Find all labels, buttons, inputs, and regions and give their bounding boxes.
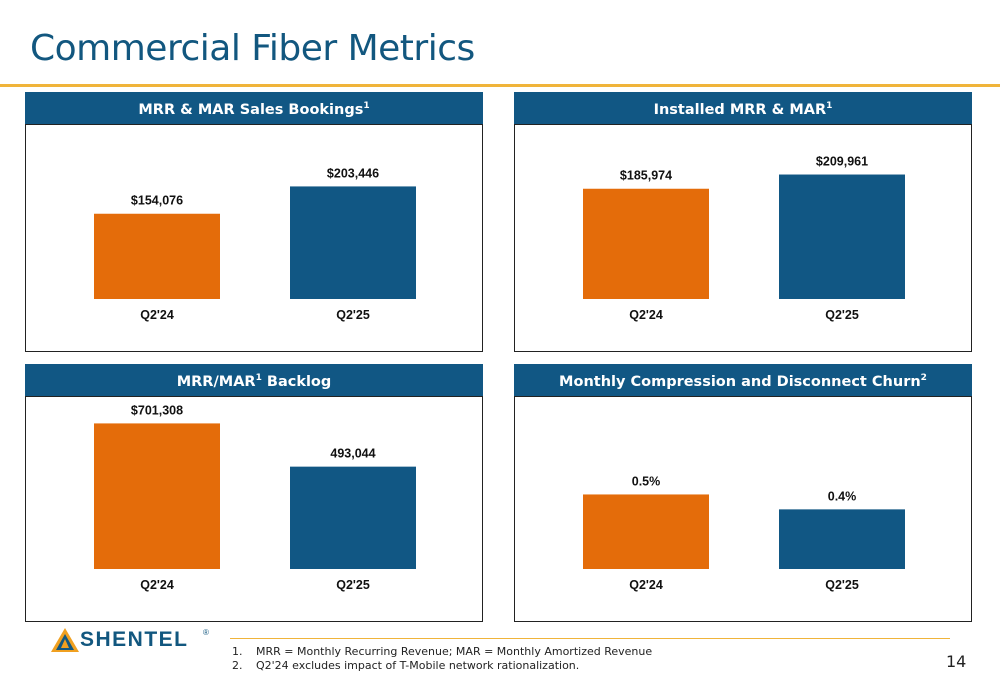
bar	[290, 466, 416, 569]
chart-frame: $701,308 Q2'24 493,044 Q2'25	[25, 396, 483, 622]
data-label: 0.4%	[828, 489, 857, 503]
category-label: Q2'25	[336, 308, 370, 322]
bar-chart: $154,076 Q2'24 $203,446 Q2'25	[94, 166, 416, 322]
footnote-text: MRR = Monthly Recurring Revenue; MAR = M…	[256, 645, 653, 658]
data-label: $185,974	[620, 169, 672, 183]
bar	[779, 174, 905, 299]
page-number: 14	[946, 652, 967, 671]
bar	[583, 494, 709, 569]
category-label: Q2'24	[629, 308, 663, 322]
chart-frame: $185,974 Q2'24 $209,961 Q2'25	[514, 124, 972, 352]
data-label: $209,961	[816, 155, 868, 169]
footnote-ref: 1	[826, 101, 833, 111]
bar-chart: $701,308 Q2'24 493,044 Q2'25	[94, 403, 416, 592]
panel-header: MRR/MAR1 Backlog	[25, 364, 483, 396]
panel-header-suffix: Backlog	[261, 373, 332, 390]
title-divider	[0, 84, 1000, 87]
chart-frame: $154,076 Q2'24 $203,446 Q2'25	[25, 124, 483, 352]
category-label: Q2'25	[336, 578, 370, 592]
footnote-ref: 1	[255, 373, 262, 383]
category-label: Q2'24	[140, 308, 174, 322]
panel-header-label: MRR/MAR	[176, 373, 256, 390]
panel-header: Monthly Compression and Disconnect Churn…	[514, 364, 972, 396]
bar	[290, 186, 416, 299]
footnote-ref: 2	[920, 373, 927, 383]
footnote-ref: 1	[363, 101, 370, 111]
panel-header-label: Installed MRR & MAR	[653, 101, 827, 118]
panel-header-label: Monthly Compression and Disconnect Churn	[559, 373, 921, 390]
data-label: $203,446	[327, 166, 379, 180]
panel-header-label: MRR & MAR Sales Bookings	[138, 101, 364, 118]
data-label: 493,044	[330, 447, 375, 461]
category-label: Q2'24	[629, 578, 663, 592]
bar-chart: 0.5% Q2'24 0.4% Q2'25	[583, 474, 905, 592]
footnotes: 1. MRR = Monthly Recurring Revenue; MAR =…	[232, 645, 652, 673]
footnote-item: 2. Q2'24 excludes impact of T-Mobile netw…	[232, 659, 652, 673]
footnote-number: 1.	[232, 645, 243, 658]
company-logo-text: SHENTEL	[80, 628, 189, 651]
footnote-number: 2.	[232, 659, 243, 672]
footnote-text: Q2'24 excludes impact of T-Mobile networ…	[256, 659, 580, 672]
bar	[94, 213, 220, 299]
footnote-item: 1. MRR = Monthly Recurring Revenue; MAR =…	[232, 645, 652, 659]
bar	[94, 423, 220, 569]
data-label: 0.5%	[632, 474, 661, 488]
chart-frame: 0.5% Q2'24 0.4% Q2'25	[514, 396, 972, 622]
bar	[779, 509, 905, 569]
category-label: Q2'25	[825, 308, 859, 322]
page-title: Commercial Fiber Metrics	[30, 28, 475, 69]
shentel-logo-icon	[51, 628, 79, 652]
footer-divider	[230, 638, 950, 639]
category-label: Q2'25	[825, 578, 859, 592]
data-label: $154,076	[131, 194, 183, 208]
category-label: Q2'24	[140, 578, 174, 592]
panel-header: MRR & MAR Sales Bookings1	[25, 92, 483, 124]
registered-mark: ®	[203, 628, 209, 637]
data-label: $701,308	[131, 403, 183, 417]
panel-header: Installed MRR & MAR1	[514, 92, 972, 124]
bar-chart: $185,974 Q2'24 $209,961 Q2'25	[583, 155, 905, 322]
bar	[583, 188, 709, 299]
